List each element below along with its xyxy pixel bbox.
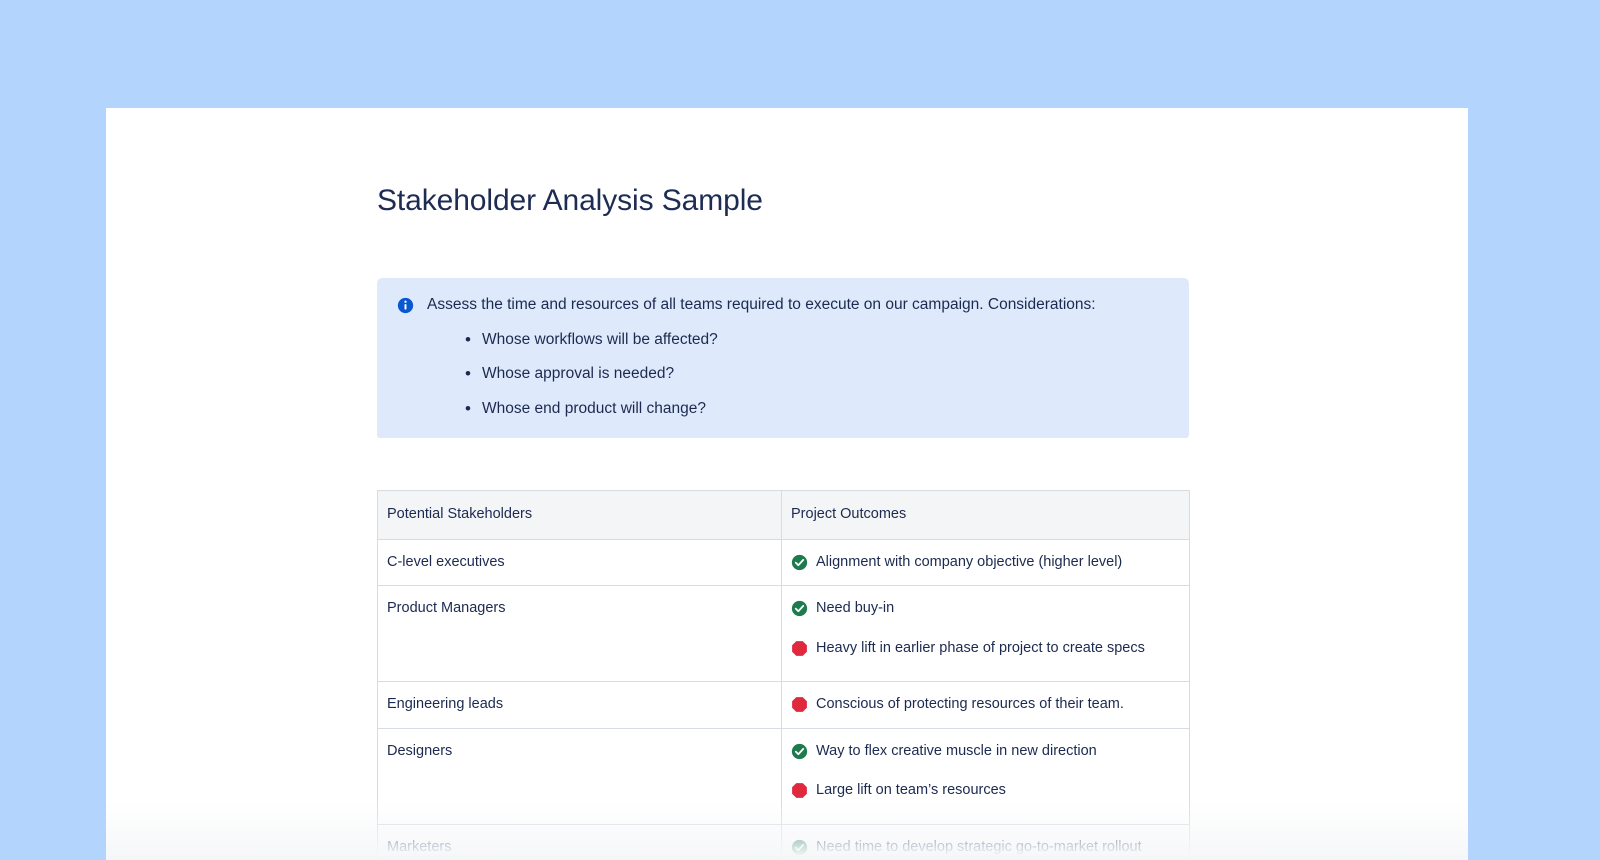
- outcome-text: Way to flex creative muscle in new direc…: [816, 742, 1097, 759]
- table-header: Potential Stakeholders Project Outcomes: [377, 490, 1190, 540]
- outcome-text: Need time to develop strategic go-to-mar…: [816, 838, 1142, 855]
- outcome-item: Way to flex creative muscle in new direc…: [791, 742, 1179, 762]
- cell-stakeholder: Marketers: [377, 823, 782, 860]
- cell-stakeholder: C-level executives: [377, 538, 782, 587]
- outcome-item: Heavy lift in earlier phase of project t…: [791, 639, 1179, 659]
- table-row: Marketers Need time to develop strategic…: [377, 823, 1190, 860]
- column-header-stakeholders: Potential Stakeholders: [377, 490, 782, 540]
- outcome-text: Heavy lift in earlier phase of project t…: [816, 639, 1145, 656]
- document-content: Stakeholder Analysis Sample Assess the t…: [377, 108, 1197, 860]
- outcome-item: Alignment with company objective (higher…: [791, 553, 1179, 573]
- check-circle-icon: [791, 743, 808, 760]
- list-item: Whose end product will change?: [397, 397, 1169, 421]
- column-header-outcomes: Project Outcomes: [781, 490, 1190, 540]
- cell-stakeholder: Engineering leads: [377, 681, 782, 729]
- table-row: C-level executives Alignment with compan…: [377, 538, 1190, 587]
- cell-stakeholder: Product Managers: [377, 585, 782, 683]
- check-circle-icon: [791, 600, 808, 617]
- cell-outcomes: Way to flex creative muscle in new direc…: [781, 727, 1190, 825]
- list-item: Whose approval is needed?: [397, 362, 1169, 386]
- page-title: Stakeholder Analysis Sample: [377, 184, 763, 217]
- outcome-item: Conscious of protecting resources of the…: [791, 695, 1179, 715]
- info-callout-panel: Assess the time and resources of all tea…: [377, 277, 1189, 438]
- list-item: Whose workflows will be affected?: [397, 328, 1169, 352]
- stop-octagon-icon: [791, 696, 808, 713]
- outcome-text: Alignment with company objective (higher…: [816, 553, 1123, 570]
- stop-octagon-icon: [791, 782, 808, 799]
- table-row: Designers Way to flex creative muscle in…: [377, 727, 1190, 825]
- table-body: C-level executives Alignment with compan…: [377, 538, 1190, 860]
- info-callout-lead-text: Assess the time and resources of all tea…: [427, 295, 1096, 313]
- cell-stakeholder: Designers: [377, 727, 782, 825]
- cell-outcomes: Conscious of protecting resources of the…: [781, 681, 1190, 729]
- info-callout-bullet-list: Whose workflows will be affected? Whose …: [397, 328, 1169, 421]
- document-card: Stakeholder Analysis Sample Assess the t…: [106, 108, 1468, 860]
- stakeholder-outcomes-table: Potential Stakeholders Project Outcomes …: [377, 490, 1190, 860]
- outcome-item: Large lift on team’s resources: [791, 781, 1179, 801]
- cell-outcomes: Need buy-in Heavy lift in earlier phase …: [781, 585, 1190, 683]
- cell-outcomes: Need time to develop strategic go-to-mar…: [781, 823, 1190, 860]
- table-header-row: Potential Stakeholders Project Outcomes: [377, 490, 1190, 540]
- table-row: Product Managers Need buy-in: [377, 585, 1190, 683]
- outcome-text: Conscious of protecting resources of the…: [816, 696, 1124, 713]
- info-callout-lead-row: Assess the time and resources of all tea…: [397, 294, 1169, 315]
- check-circle-icon: [791, 554, 808, 571]
- table-row: Engineering leads Conscious of protectin…: [377, 681, 1190, 729]
- outcome-text: Need buy-in: [816, 600, 895, 617]
- outcome-item: Need time to develop strategic go-to-mar…: [791, 838, 1179, 858]
- outcome-item: Need buy-in: [791, 599, 1179, 619]
- stop-octagon-icon: [791, 640, 808, 657]
- info-circle-icon: [397, 297, 414, 314]
- check-circle-icon: [791, 839, 808, 856]
- cell-outcomes: Alignment with company objective (higher…: [781, 538, 1190, 587]
- outcome-text: Large lift on team’s resources: [816, 782, 1006, 799]
